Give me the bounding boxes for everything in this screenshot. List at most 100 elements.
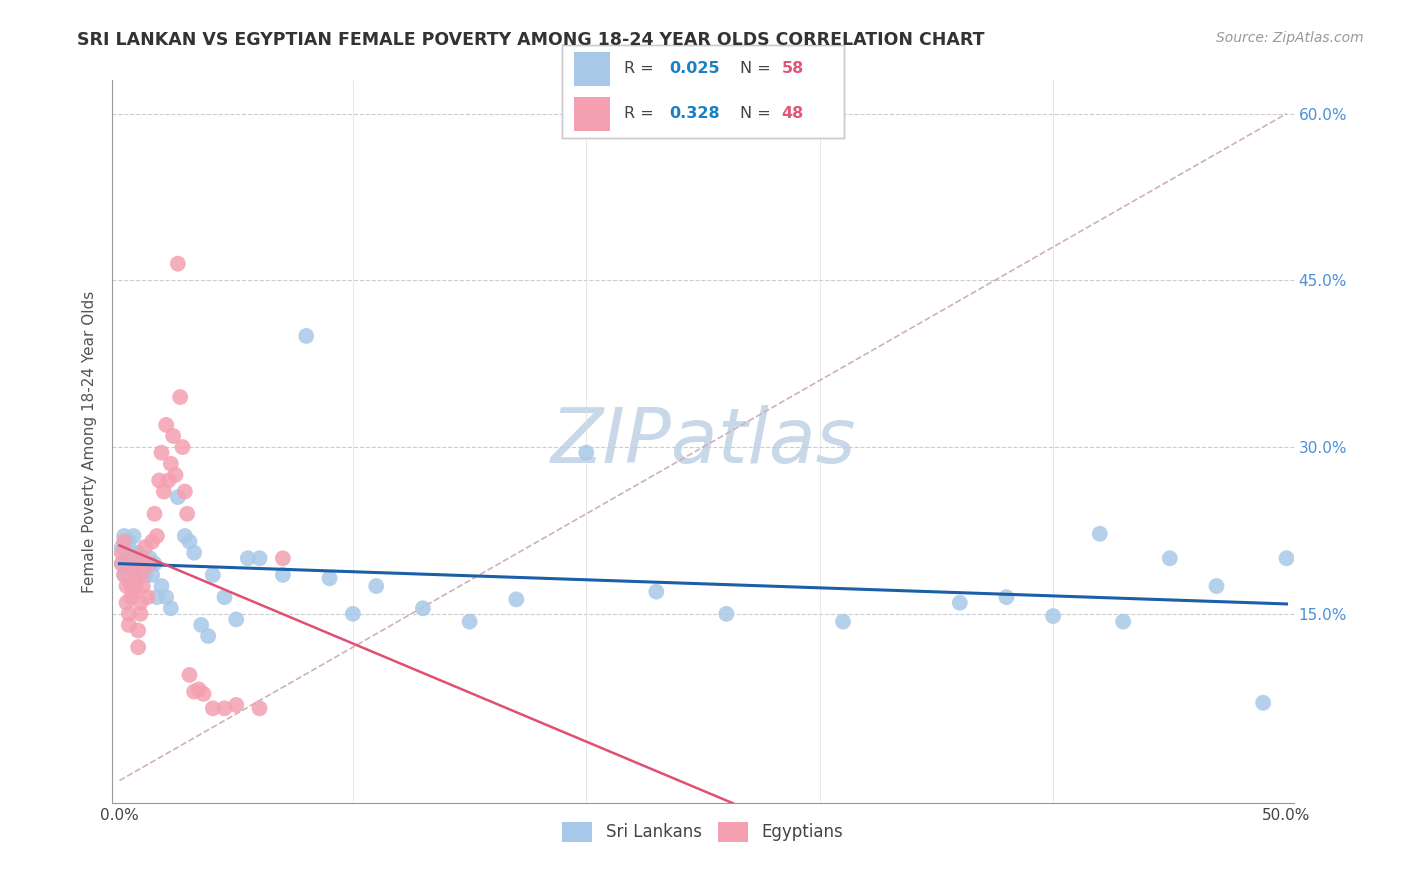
Point bbox=[118, 574, 141, 588]
Point bbox=[111, 546, 134, 560]
Point bbox=[995, 590, 1018, 604]
Point bbox=[118, 607, 141, 621]
Point bbox=[125, 551, 148, 566]
Point bbox=[132, 579, 155, 593]
Point bbox=[155, 417, 177, 432]
Point bbox=[1042, 609, 1064, 624]
Point bbox=[1159, 551, 1181, 566]
Point bbox=[318, 571, 340, 585]
Text: Source: ZipAtlas.com: Source: ZipAtlas.com bbox=[1216, 31, 1364, 45]
Point bbox=[295, 329, 318, 343]
Point bbox=[120, 546, 142, 560]
Point bbox=[214, 701, 236, 715]
Text: ZIPatlas: ZIPatlas bbox=[550, 405, 856, 478]
Point bbox=[505, 592, 527, 607]
Point bbox=[127, 640, 149, 655]
Point bbox=[115, 551, 138, 566]
Legend: Sri Lankans, Egyptians: Sri Lankans, Egyptians bbox=[555, 815, 851, 848]
Point bbox=[146, 529, 169, 543]
Text: 58: 58 bbox=[782, 62, 804, 77]
Point bbox=[949, 596, 972, 610]
Point bbox=[112, 529, 135, 543]
Point bbox=[115, 562, 138, 576]
Point bbox=[120, 579, 142, 593]
Point bbox=[125, 574, 148, 588]
Point bbox=[271, 568, 294, 582]
Point bbox=[120, 557, 142, 571]
Point bbox=[134, 540, 156, 554]
Point bbox=[120, 590, 142, 604]
Point bbox=[127, 624, 149, 638]
Point bbox=[236, 551, 259, 566]
Point bbox=[225, 612, 247, 626]
Point bbox=[146, 590, 169, 604]
Point bbox=[1205, 579, 1227, 593]
Point bbox=[183, 684, 205, 698]
Point bbox=[225, 698, 247, 712]
Point bbox=[122, 568, 145, 582]
Point bbox=[187, 682, 209, 697]
Text: N =: N = bbox=[740, 106, 776, 121]
Point bbox=[162, 429, 184, 443]
Point bbox=[155, 590, 177, 604]
Point bbox=[139, 551, 162, 566]
Point bbox=[1112, 615, 1135, 629]
Point bbox=[214, 590, 236, 604]
Point bbox=[190, 618, 212, 632]
Point bbox=[141, 568, 163, 582]
Point bbox=[166, 490, 188, 504]
Point bbox=[127, 546, 149, 560]
Point bbox=[122, 529, 145, 543]
Point bbox=[1275, 551, 1298, 566]
Point bbox=[271, 551, 294, 566]
Point bbox=[179, 668, 201, 682]
Point bbox=[179, 534, 201, 549]
Point bbox=[645, 584, 668, 599]
Point bbox=[150, 579, 173, 593]
Point bbox=[129, 557, 152, 571]
Text: 0.328: 0.328 bbox=[669, 106, 720, 121]
Point bbox=[183, 546, 205, 560]
Point bbox=[153, 484, 176, 499]
Point bbox=[112, 568, 135, 582]
Point bbox=[132, 551, 155, 566]
Point bbox=[150, 445, 173, 459]
Point bbox=[115, 596, 138, 610]
Text: 48: 48 bbox=[782, 106, 804, 121]
Point bbox=[143, 507, 166, 521]
Point bbox=[201, 701, 224, 715]
Point bbox=[193, 687, 215, 701]
Point bbox=[249, 701, 271, 715]
Point bbox=[165, 467, 187, 482]
Point bbox=[136, 590, 159, 604]
Point bbox=[139, 557, 162, 571]
FancyBboxPatch shape bbox=[574, 97, 610, 131]
Point bbox=[1088, 526, 1111, 541]
Point bbox=[111, 557, 134, 571]
Point bbox=[141, 534, 163, 549]
Y-axis label: Female Poverty Among 18-24 Year Olds: Female Poverty Among 18-24 Year Olds bbox=[82, 291, 97, 592]
Point bbox=[160, 457, 183, 471]
Point bbox=[125, 579, 148, 593]
Text: R =: R = bbox=[624, 62, 659, 77]
Point bbox=[143, 557, 166, 571]
Point bbox=[716, 607, 738, 621]
Point bbox=[136, 557, 159, 571]
Point bbox=[176, 507, 198, 521]
Point bbox=[111, 557, 134, 571]
Point bbox=[122, 562, 145, 576]
Point bbox=[115, 579, 138, 593]
Point bbox=[129, 596, 152, 610]
Text: SRI LANKAN VS EGYPTIAN FEMALE POVERTY AMONG 18-24 YEAR OLDS CORRELATION CHART: SRI LANKAN VS EGYPTIAN FEMALE POVERTY AM… bbox=[77, 31, 984, 49]
Point bbox=[173, 529, 195, 543]
Text: R =: R = bbox=[624, 106, 659, 121]
Point bbox=[173, 484, 195, 499]
Point bbox=[166, 257, 188, 271]
Point bbox=[1251, 696, 1274, 710]
Point bbox=[132, 565, 155, 579]
Point bbox=[157, 474, 180, 488]
Point bbox=[125, 551, 148, 566]
Point bbox=[201, 568, 224, 582]
Point bbox=[112, 534, 135, 549]
Point bbox=[118, 618, 141, 632]
